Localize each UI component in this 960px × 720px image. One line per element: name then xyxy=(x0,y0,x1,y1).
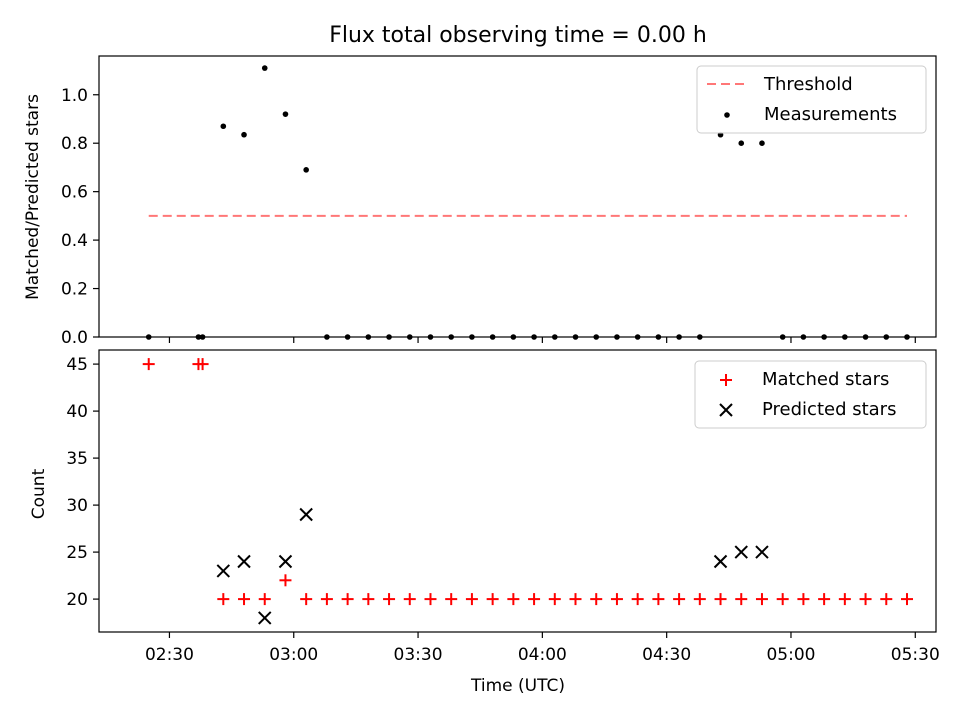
predicted-star-point xyxy=(755,545,769,559)
measurement-point xyxy=(282,111,289,117)
predicted-star-point xyxy=(713,554,728,569)
bottom-legend-predicted-swatch xyxy=(719,403,733,417)
predicted-star-point xyxy=(278,554,293,569)
measurement-point xyxy=(220,123,227,130)
top-axes-frame xyxy=(98,55,937,338)
measurement-point xyxy=(303,167,309,173)
xtick-label: 03:00 xyxy=(269,645,318,665)
top-panel: 0.0 0.2 0.4 0.6 0.8 1.0 Matched/Predicted sta… xyxy=(23,55,937,348)
matched-star-point xyxy=(548,593,561,606)
matched-star-point xyxy=(362,593,375,606)
top-y-axis-label: Matched/Predicted stars xyxy=(23,94,43,300)
matched-star-point xyxy=(300,593,313,606)
measurement-point xyxy=(261,65,268,71)
bottom-legend-matched-label: Matched stars xyxy=(762,369,889,390)
matched-star-point xyxy=(838,593,851,606)
top-legend-box xyxy=(696,65,927,134)
matched-star-point xyxy=(142,358,155,371)
xtick-label: 02:30 xyxy=(145,645,194,665)
bottom-legend-matched-swatch xyxy=(720,374,732,386)
predicted-star-point xyxy=(299,507,313,522)
top-legend: Threshold Measurements xyxy=(696,65,927,134)
bottom-ytick-label: 30 xyxy=(66,496,88,516)
matched-star-point xyxy=(279,574,292,587)
matched-star-point xyxy=(238,593,251,606)
matched-star-point xyxy=(569,593,582,606)
top-ytick-label: 0.8 xyxy=(61,134,88,154)
matched-star-point xyxy=(528,593,541,606)
matched-star-point xyxy=(610,593,623,606)
matched-star-point xyxy=(341,593,354,606)
measurement-point xyxy=(738,140,745,147)
matched-star-point xyxy=(424,593,437,606)
xtick-label: 05:30 xyxy=(891,645,940,665)
matched-star-point xyxy=(217,593,230,606)
bottom-legend: Matched stars Predicted stars xyxy=(694,360,927,429)
top-legend-measurements-label: Measurements xyxy=(764,104,897,125)
chart-title: Flux total observing time = 0.00 h xyxy=(329,23,707,48)
matched-star-point xyxy=(465,593,478,606)
matched-star-point xyxy=(673,593,686,606)
bottom-panel: 20 25 30 35 40 45 02:30 03:00 03:30 04:00 04:30 05… xyxy=(29,349,940,696)
top-ytick-label: 0.4 xyxy=(61,231,88,251)
matched-star-point xyxy=(486,593,499,606)
top-legend-threshold-label: Threshold xyxy=(763,74,853,95)
top-ytick-label: 0.6 xyxy=(61,183,88,203)
bottom-axes-frame xyxy=(98,349,937,633)
measurement-point xyxy=(241,131,247,138)
matched-star-point xyxy=(507,593,520,606)
xtick-label: 03:30 xyxy=(394,645,443,665)
matched-star-point xyxy=(445,593,458,606)
matched-star-point xyxy=(818,593,831,606)
matched-star-point xyxy=(652,593,665,606)
matched-star-point xyxy=(755,593,768,606)
matched-star-point xyxy=(880,593,893,606)
bottom-legend-box xyxy=(694,360,927,429)
top-ytick-label: 1.0 xyxy=(61,86,88,106)
matched-star-point xyxy=(693,593,706,606)
matched-star-point xyxy=(776,593,789,606)
predicted-star-point xyxy=(216,564,231,578)
matched-star-point xyxy=(735,593,748,606)
top-legend-measurements-swatch xyxy=(724,112,730,118)
xtick-label: 05:00 xyxy=(766,645,815,665)
x-axis-label: Time (UTC) xyxy=(470,676,565,696)
predicted-star-point xyxy=(258,611,272,625)
matched-star-point xyxy=(859,593,872,606)
matched-star-point xyxy=(900,593,913,606)
top-ytick-label: 0.0 xyxy=(61,328,88,348)
matched-star-point xyxy=(320,593,333,606)
matched-star-point xyxy=(258,593,271,606)
bottom-legend-predicted-label: Predicted stars xyxy=(762,399,896,420)
xtick-label: 04:00 xyxy=(518,645,567,665)
predicted-star-point xyxy=(734,545,748,559)
bottom-ytick-label: 45 xyxy=(66,355,88,375)
bottom-ytick-label: 20 xyxy=(66,590,88,610)
xtick-label: 04:30 xyxy=(642,645,691,665)
matched-star-point xyxy=(714,593,727,606)
measurement-point xyxy=(759,140,765,147)
matched-star-point xyxy=(797,593,810,606)
bottom-ytick-label: 35 xyxy=(66,449,88,469)
predicted-star-point xyxy=(237,554,251,569)
matched-star-point xyxy=(196,358,209,371)
matched-star-point xyxy=(590,593,603,606)
top-ytick-label: 0.2 xyxy=(61,280,88,300)
matched-star-point xyxy=(383,593,396,606)
bottom-y-axis-label: Count xyxy=(29,468,49,519)
bottom-ytick-label: 40 xyxy=(66,402,88,422)
matched-star-point xyxy=(403,593,416,606)
bottom-ytick-label: 25 xyxy=(66,543,88,563)
matched-star-point xyxy=(631,593,644,606)
